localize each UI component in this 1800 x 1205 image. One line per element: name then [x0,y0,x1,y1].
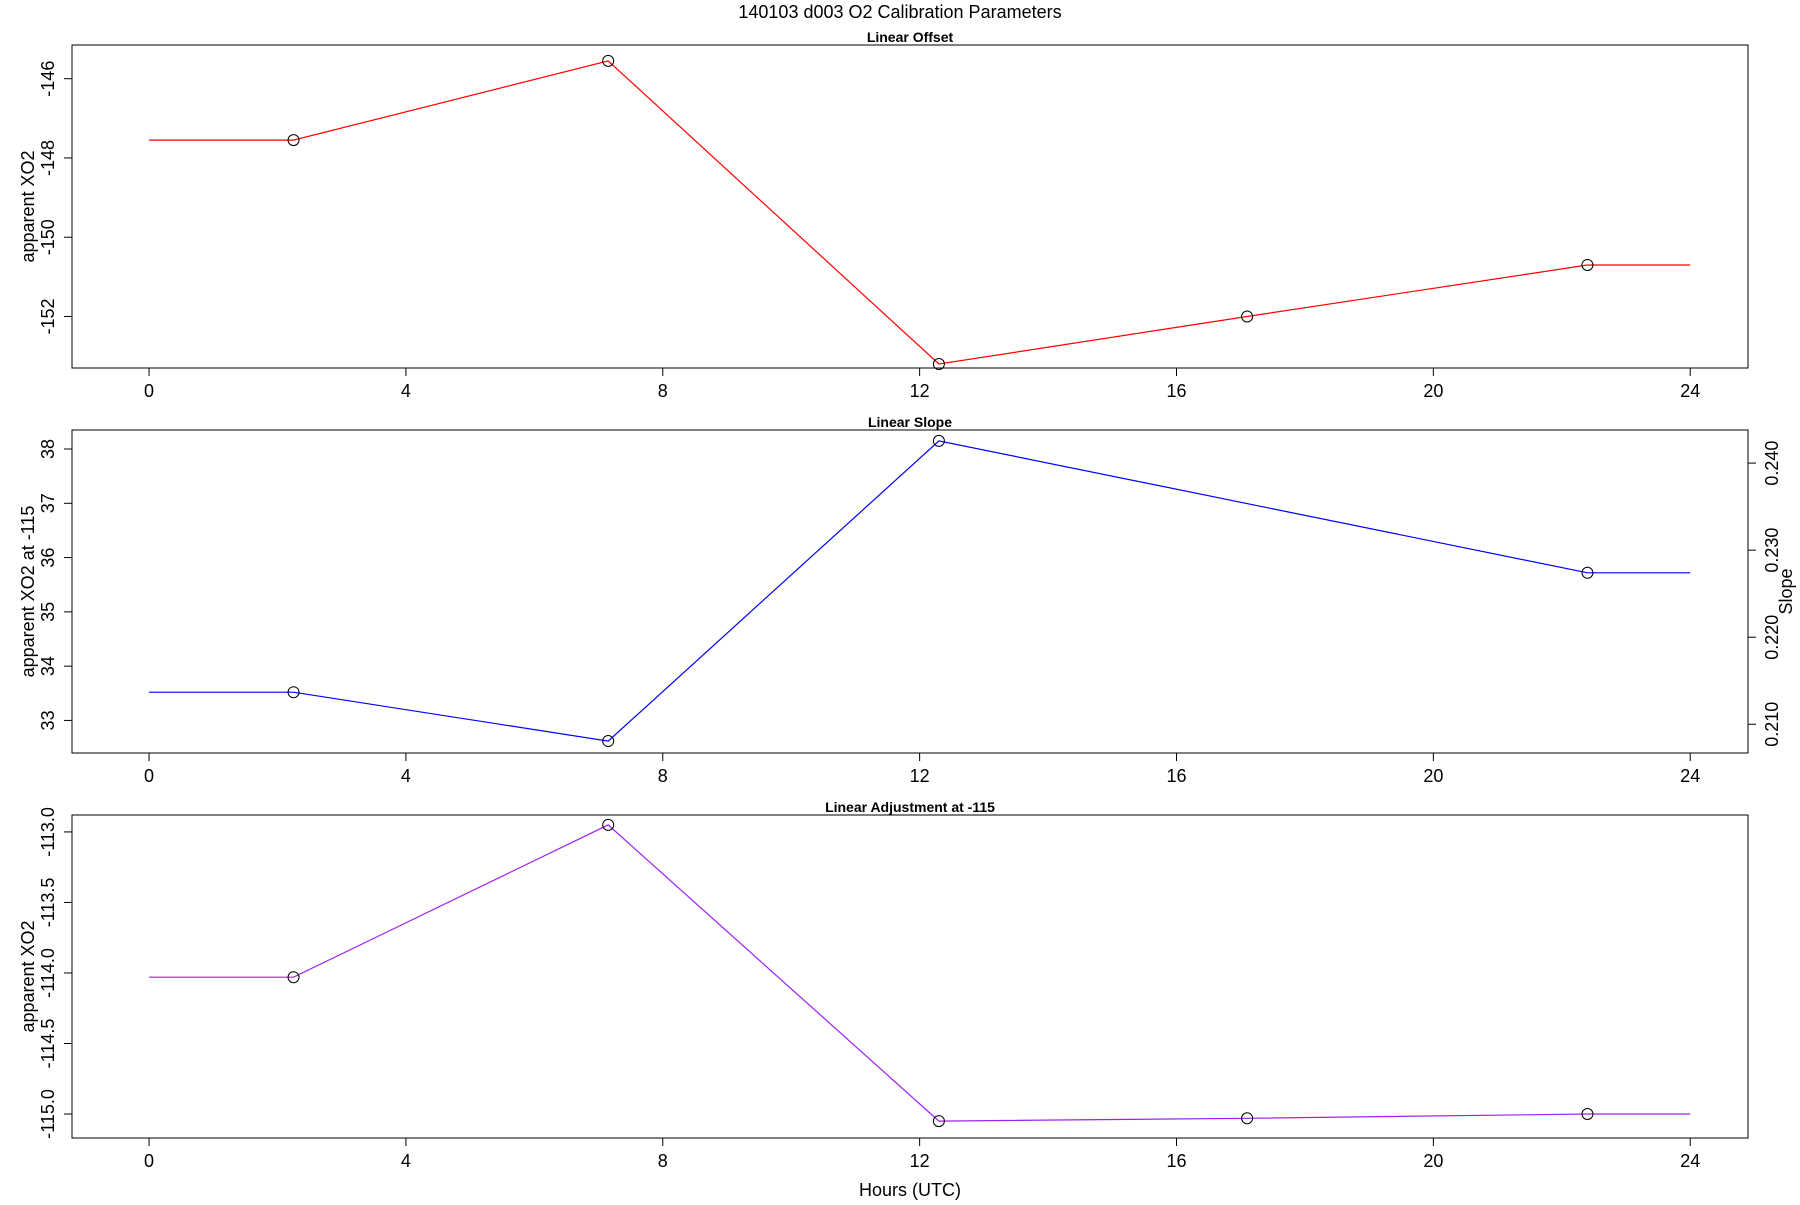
y2-tick-label: 0.240 [1762,441,1782,486]
y-tick-label: -152 [38,298,58,334]
y-tick-label: 35 [38,602,58,622]
x-tick-label: 4 [401,766,411,786]
x-tick-label: 12 [910,381,930,401]
x-tick-label: 24 [1680,766,1700,786]
panel-1: Linear Offset 0 4 8 12 16 20 24 -146 -148 -150 -152… [18,29,1749,401]
y2-tick-label: 0.210 [1762,702,1782,747]
data-point [287,971,300,984]
data-point [602,735,615,748]
panel-2: Linear Slope 0 4 8 12 16 20 24 33 34 35 36 37 38 appar… [18,414,1796,786]
y2-tick-label: 0.220 [1762,615,1782,660]
data-point [1241,1112,1254,1125]
x-tick-label: 16 [1166,381,1186,401]
y-tick-label: -115.0 [38,1089,58,1139]
panel-title: Linear Adjustment at -115 [825,799,995,815]
x-tick-label: 16 [1166,1151,1186,1171]
y-axis-title: apparent XO2 at -115 [18,506,38,678]
y-tick-label: 34 [38,656,58,676]
data-point [602,818,615,831]
y-axis-title: apparent XO2 [18,150,38,262]
y-tick-label: -148 [38,140,58,176]
x-tick-label: 16 [1166,766,1186,786]
y-tick-label: -113.5 [38,878,58,928]
series-line [149,824,1691,1122]
data-point [602,54,615,67]
x-tick-label: 0 [144,1151,154,1171]
x-tick-label: 8 [658,766,668,786]
data-point [1241,310,1254,323]
y-tick-label: 36 [38,548,58,568]
plot-frame [71,429,1749,754]
data-point [932,434,945,447]
x-tick-label: 20 [1423,1151,1443,1171]
x-tick-label: 24 [1680,1151,1700,1171]
series-line [149,440,1691,742]
y-tick-label: -114.5 [38,1019,58,1069]
x-tick-label: 20 [1423,381,1443,401]
figure-title: 140103 d003 O2 Calibration Parameters [738,2,1061,22]
plot-frame [71,814,1749,1139]
x-tick-label: 12 [910,1151,930,1171]
y-tick-label: 37 [38,493,58,513]
data-point [287,686,300,699]
y-tick-label: 38 [38,439,58,459]
data-point [1581,1108,1594,1121]
x-tick-label: 4 [401,1151,411,1171]
x-tick-label: 12 [910,766,930,786]
x-tick-label: 24 [1680,381,1700,401]
x-tick-label: 0 [144,381,154,401]
data-point [932,358,945,371]
y-tick-label: -146 [38,61,58,97]
y-tick-label: -114.0 [38,948,58,998]
data-point [932,1115,945,1128]
panel-3: Linear Adjustment at -115 0 4 8 12 16 20 24 -113… [18,799,1749,1171]
data-point [287,134,300,147]
data-point [1581,258,1594,271]
x-tick-label: 8 [658,381,668,401]
panel-title: Linear Slope [868,414,952,430]
y2-axis-title: Slope [1776,568,1796,614]
x-tick-label: 20 [1423,766,1443,786]
x-tick-label: 4 [401,381,411,401]
y-tick-label: -113.0 [38,807,58,857]
y2-tick-label: 0.230 [1762,528,1782,573]
x-axis-title: Hours (UTC) [859,1180,961,1200]
panel-title: Linear Offset [867,29,954,45]
y-tick-label: 33 [38,710,58,730]
x-tick-label: 8 [658,1151,668,1171]
y-tick-label: -150 [38,219,58,255]
data-point [1581,566,1594,579]
series-line [149,60,1691,365]
y-axis-title: apparent XO2 [18,920,38,1032]
x-tick-label: 0 [144,766,154,786]
panels: Linear Offset 0 4 8 12 16 20 24 -146 -148 -150 -152… [18,29,1796,1171]
plot-frame [71,44,1749,369]
